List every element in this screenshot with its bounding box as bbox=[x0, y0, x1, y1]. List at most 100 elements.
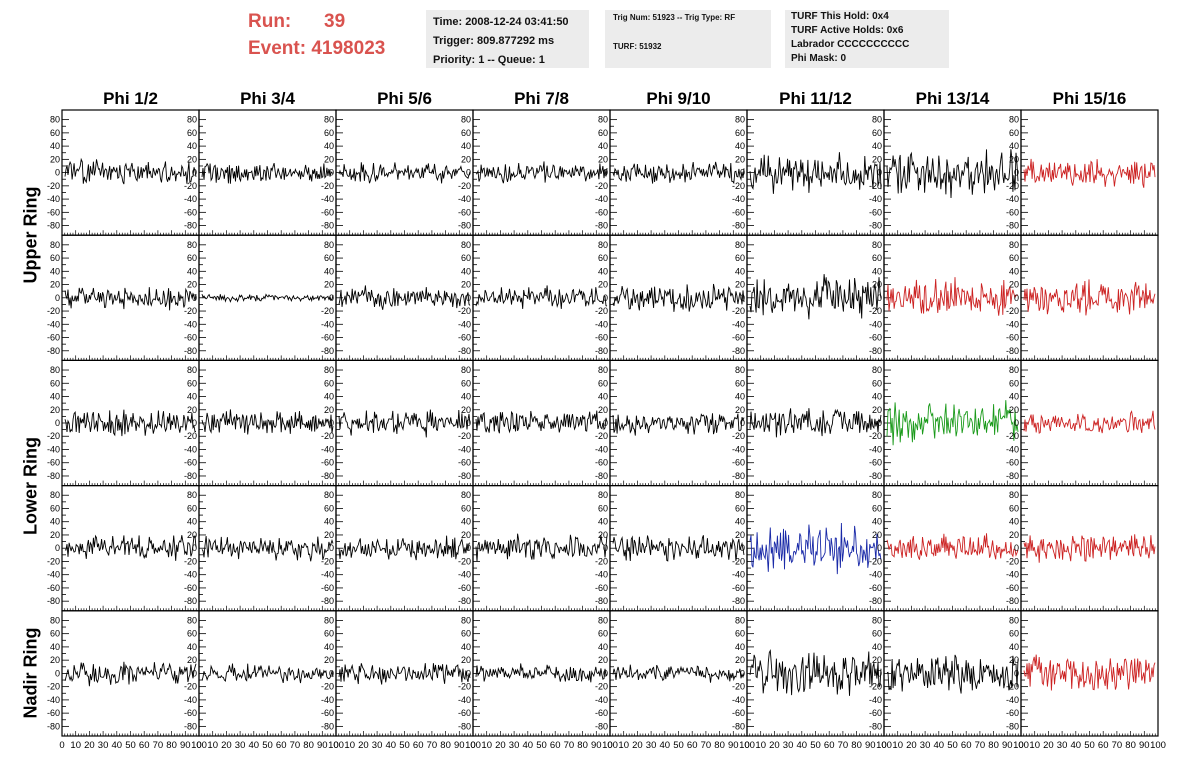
x-tick-label: 40 bbox=[1071, 740, 1082, 751]
y-tick-label: -20 bbox=[47, 682, 60, 692]
x-tick-label: 10 bbox=[207, 740, 218, 751]
y-tick-label: 80 bbox=[50, 490, 60, 500]
y-tick-label: 60 bbox=[187, 253, 197, 263]
y-tick-label: 60 bbox=[324, 378, 334, 388]
x-tick-label: 20 bbox=[84, 740, 95, 751]
x-tick-label: 90 bbox=[180, 740, 191, 751]
waveform-trace bbox=[612, 413, 745, 436]
y-tick-label: -40 bbox=[47, 570, 60, 580]
x-tick-label: 80 bbox=[851, 740, 862, 751]
y-tick-label: 60 bbox=[598, 503, 608, 513]
y-tick-label: 80 bbox=[1009, 490, 1019, 500]
x-tick-label: 100 bbox=[1013, 740, 1029, 751]
x-tick-label: 60 bbox=[550, 740, 561, 751]
event-value: 4198023 bbox=[311, 38, 386, 59]
y-tick-label: -80 bbox=[869, 471, 882, 481]
y-tick-label: -20 bbox=[321, 181, 334, 191]
y-tick-label: -80 bbox=[47, 596, 60, 606]
column-title: Phi 7/8 bbox=[514, 89, 569, 108]
y-tick-label: 80 bbox=[324, 365, 334, 375]
waveform-trace bbox=[1023, 534, 1156, 563]
trigger-info-box: Trig Num: 51923 -- Trig Type: RF TURF: 5… bbox=[605, 10, 771, 68]
time-info-box: Time: 2008-12-24 03:41:50 Trigger: 809.8… bbox=[426, 10, 589, 68]
y-tick-label: 80 bbox=[598, 115, 608, 125]
y-tick-label: -20 bbox=[458, 556, 471, 566]
y-tick-label: 0 bbox=[740, 293, 745, 303]
y-tick-label: 40 bbox=[324, 517, 334, 527]
waveform-panel bbox=[61, 359, 200, 487]
x-tick-label: 60 bbox=[276, 740, 287, 751]
y-tick-label: 0 bbox=[877, 168, 882, 178]
x-tick-label: 30 bbox=[920, 740, 931, 751]
y-tick-label: -60 bbox=[732, 207, 745, 217]
y-tick-label: -20 bbox=[184, 682, 197, 692]
y-tick-label: 20 bbox=[50, 405, 60, 415]
y-tick-label: 60 bbox=[1009, 253, 1019, 263]
y-tick-label: 60 bbox=[1009, 378, 1019, 388]
y-tick-label: -40 bbox=[458, 444, 471, 454]
x-tick-label: 50 bbox=[947, 740, 958, 751]
y-tick-label: 40 bbox=[735, 517, 745, 527]
y-tick-label: 80 bbox=[187, 615, 197, 625]
y-tick-label: -20 bbox=[595, 682, 608, 692]
waveform-panel bbox=[609, 359, 748, 487]
y-tick-label: 0 bbox=[55, 168, 60, 178]
y-tick-label: 40 bbox=[324, 642, 334, 652]
y-tick-label: 0 bbox=[55, 293, 60, 303]
x-tick-label: 40 bbox=[523, 740, 534, 751]
panel-frame bbox=[472, 109, 611, 236]
x-tick-label: 80 bbox=[166, 740, 177, 751]
x-tick-label: 10 bbox=[618, 740, 629, 751]
y-tick-label: -60 bbox=[869, 583, 882, 593]
y-tick-label: -80 bbox=[47, 721, 60, 731]
y-tick-label: -60 bbox=[1006, 207, 1019, 217]
y-tick-label: 20 bbox=[187, 280, 197, 290]
x-tick-label: 0 bbox=[196, 740, 201, 751]
waveform-trace bbox=[749, 649, 882, 696]
y-tick-label: 40 bbox=[1009, 392, 1019, 402]
trigger-text: Trigger: 809.877292 ms bbox=[433, 35, 555, 47]
x-tick-label: 90 bbox=[317, 740, 328, 751]
y-tick-label: 40 bbox=[50, 642, 60, 652]
y-tick-label: -20 bbox=[732, 431, 745, 441]
y-tick-label: -40 bbox=[595, 444, 608, 454]
y-tick-label: -20 bbox=[595, 181, 608, 191]
y-tick-label: -80 bbox=[184, 471, 197, 481]
y-tick-label: -60 bbox=[595, 708, 608, 718]
y-tick-label: 20 bbox=[187, 154, 197, 164]
waveform-trace bbox=[749, 408, 882, 438]
waveform-trace bbox=[338, 162, 471, 184]
y-tick-label: 40 bbox=[872, 141, 882, 151]
y-tick-label: 40 bbox=[461, 392, 471, 402]
x-tick-label: 100 bbox=[191, 740, 207, 751]
y-tick-label: 20 bbox=[1009, 405, 1019, 415]
y-tick-label: 40 bbox=[872, 392, 882, 402]
y-tick-label: 20 bbox=[598, 405, 608, 415]
y-tick-label: 0 bbox=[603, 418, 608, 428]
y-tick-label: -60 bbox=[47, 333, 60, 343]
y-tick-label: -40 bbox=[47, 319, 60, 329]
x-tick-label: 100 bbox=[1150, 740, 1166, 751]
turf-active-holds-text: TURF Active Holds: 0x6 bbox=[791, 25, 904, 36]
x-tick-label: 30 bbox=[509, 740, 520, 751]
y-tick-label: -20 bbox=[1006, 682, 1019, 692]
x-tick-label: 90 bbox=[1139, 740, 1150, 751]
waveform-trace bbox=[64, 534, 197, 561]
x-tick-label: 0 bbox=[59, 740, 64, 751]
y-tick-label: -40 bbox=[184, 319, 197, 329]
x-tick-label: 60 bbox=[824, 740, 835, 751]
y-tick-label: -60 bbox=[595, 458, 608, 468]
y-tick-label: -40 bbox=[321, 570, 334, 580]
waveform-panel bbox=[1020, 485, 1159, 612]
panel-frame bbox=[61, 610, 200, 737]
y-tick-label: -80 bbox=[732, 221, 745, 231]
row-label: Lower Ring bbox=[20, 436, 41, 535]
x-tick-label: 20 bbox=[221, 740, 232, 751]
y-tick-label: 80 bbox=[187, 240, 197, 250]
y-tick-label: -60 bbox=[595, 207, 608, 217]
y-tick-label: -40 bbox=[869, 695, 882, 705]
y-tick-label: 0 bbox=[466, 668, 471, 678]
y-tick-label: -80 bbox=[869, 721, 882, 731]
x-tick-label: 90 bbox=[591, 740, 602, 751]
waveform-panel bbox=[1020, 234, 1159, 361]
